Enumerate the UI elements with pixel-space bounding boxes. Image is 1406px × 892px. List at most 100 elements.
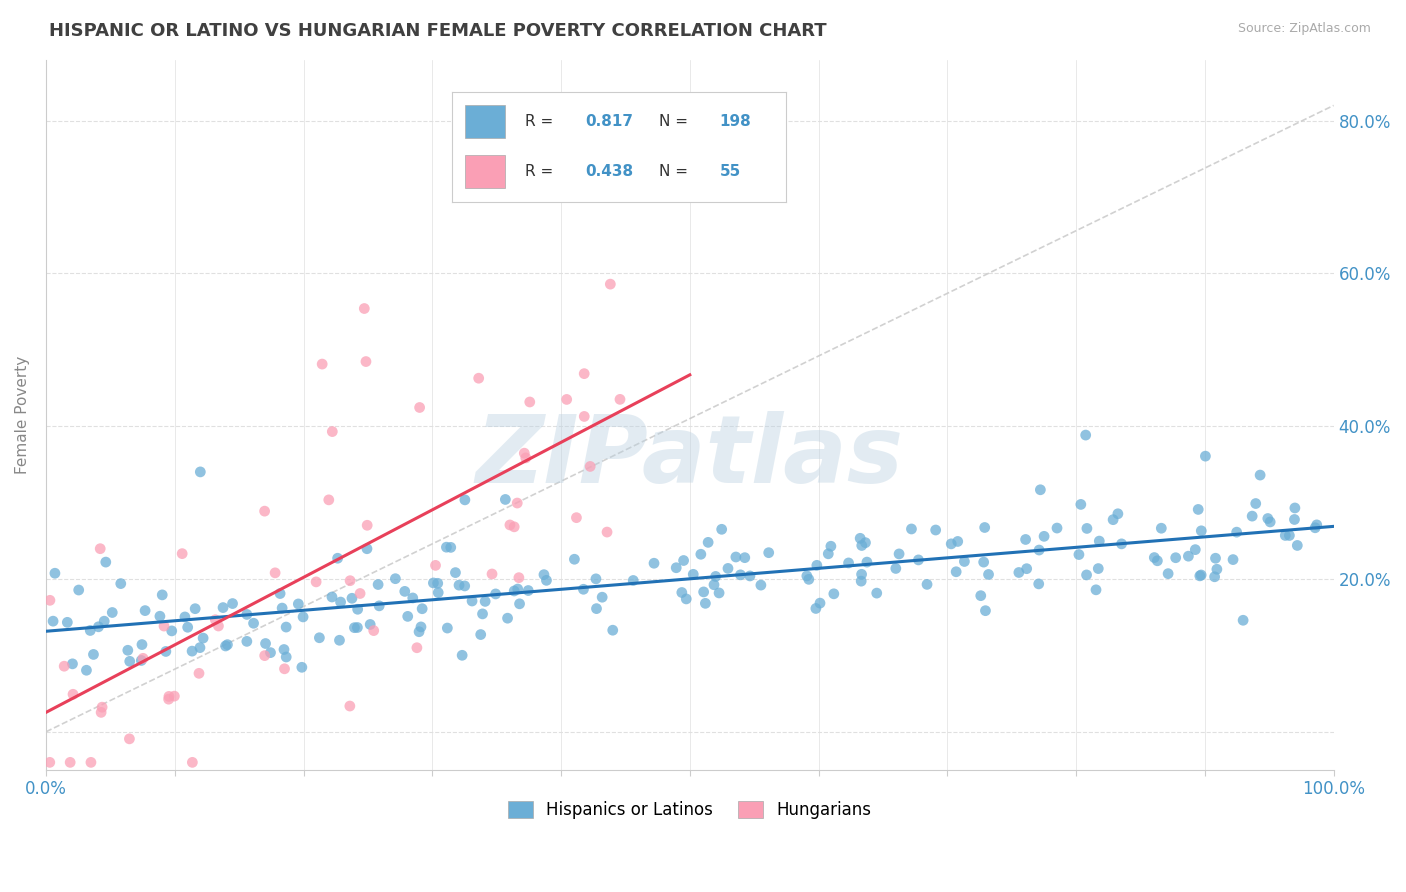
Point: [188, 465, 211, 479]
Point: [1088, 534, 1111, 549]
Text: HISPANIC OR LATINO VS HUNGARIAN FEMALE POVERTY CORRELATION CHART: HISPANIC OR LATINO VS HUNGARIAN FEMALE P…: [49, 22, 827, 40]
Point: [509, 597, 531, 611]
Point: [402, 591, 425, 605]
Point: [710, 522, 733, 536]
Point: [565, 510, 588, 524]
Point: [1286, 538, 1309, 552]
Point: [354, 354, 377, 368]
Point: [467, 371, 489, 385]
Point: [321, 590, 343, 604]
Point: [447, 578, 470, 592]
Point: [579, 459, 602, 474]
Point: [259, 646, 281, 660]
Point: [758, 546, 780, 560]
Point: [675, 591, 697, 606]
Point: [396, 609, 419, 624]
Point: [506, 582, 529, 596]
Point: [132, 651, 155, 665]
Point: [503, 520, 526, 534]
Point: [426, 576, 449, 591]
Point: [496, 611, 519, 625]
Point: [174, 610, 197, 624]
Point: [1107, 507, 1129, 521]
Point: [163, 689, 186, 703]
Point: [946, 534, 969, 549]
Point: [734, 550, 756, 565]
Point: [555, 392, 578, 407]
Point: [1194, 449, 1216, 463]
Point: [572, 582, 595, 597]
Point: [953, 554, 976, 568]
Point: [75, 663, 97, 677]
Point: [188, 640, 211, 655]
Text: Source: ZipAtlas.com: Source: ZipAtlas.com: [1237, 22, 1371, 36]
Point: [602, 624, 624, 638]
Point: [643, 556, 665, 570]
Point: [665, 560, 688, 574]
Point: [356, 518, 378, 533]
Point: [738, 569, 761, 583]
Point: [1046, 521, 1069, 535]
Point: [1222, 552, 1244, 566]
Point: [160, 624, 183, 638]
Point: [436, 540, 458, 554]
Point: [444, 566, 467, 580]
Point: [724, 549, 747, 564]
Point: [585, 601, 607, 615]
Point: [574, 409, 596, 424]
Point: [697, 535, 720, 549]
Point: [1102, 513, 1125, 527]
Point: [1184, 542, 1206, 557]
Point: [346, 620, 368, 634]
Point: [134, 604, 156, 618]
Point: [849, 531, 872, 545]
Point: [474, 594, 496, 608]
Point: [242, 616, 264, 631]
Point: [273, 662, 295, 676]
Point: [1249, 468, 1271, 483]
Point: [823, 587, 845, 601]
Point: [118, 654, 141, 668]
Point: [62, 657, 84, 671]
Point: [591, 591, 613, 605]
Point: [155, 644, 177, 658]
Point: [39, 593, 62, 607]
Point: [1070, 497, 1092, 511]
Point: [1015, 562, 1038, 576]
Point: [494, 492, 516, 507]
Point: [149, 609, 172, 624]
Point: [276, 650, 298, 665]
Point: [264, 566, 287, 580]
Point: [797, 572, 820, 586]
Point: [101, 606, 124, 620]
Point: [1274, 528, 1296, 542]
Point: [184, 601, 207, 615]
Point: [339, 574, 361, 588]
Point: [384, 572, 406, 586]
Text: ZIPatlas: ZIPatlas: [475, 411, 904, 503]
Point: [254, 636, 277, 650]
Point: [94, 555, 117, 569]
Point: [363, 624, 385, 638]
Point: [321, 425, 343, 439]
Point: [346, 602, 368, 616]
Point: [717, 561, 740, 575]
Point: [212, 600, 235, 615]
Point: [359, 617, 381, 632]
Point: [1232, 613, 1254, 627]
Point: [118, 731, 141, 746]
Point: [1303, 521, 1326, 535]
Point: [564, 552, 586, 566]
Point: [499, 518, 522, 533]
Point: [1284, 512, 1306, 526]
Point: [977, 567, 1000, 582]
Point: [1008, 566, 1031, 580]
Point: [38, 756, 60, 770]
Point: [1205, 551, 1227, 566]
Point: [181, 644, 204, 658]
Point: [328, 633, 350, 648]
Point: [406, 640, 429, 655]
Point: [1150, 521, 1173, 535]
Point: [692, 585, 714, 599]
Point: [157, 692, 180, 706]
